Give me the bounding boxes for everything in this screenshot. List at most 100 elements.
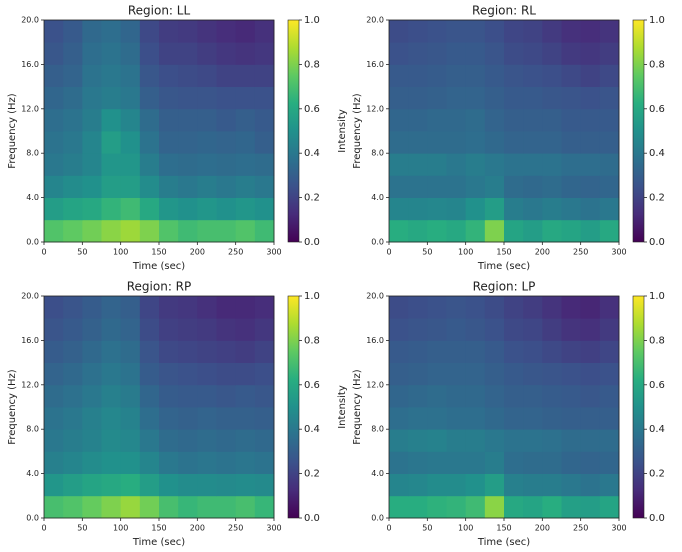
- x-tick-label: 200: [190, 524, 205, 533]
- heatmap-cell: [159, 197, 179, 221]
- x-tick-label: 150: [496, 248, 511, 257]
- heatmap-cell: [139, 175, 160, 198]
- heatmap-cell: [408, 318, 428, 341]
- heatmap-cell: [542, 451, 562, 474]
- colorbar-tick-label: 0.6: [304, 104, 320, 115]
- heatmap-cell: [408, 429, 428, 452]
- y-axis-label: Frequency (Hz): [352, 369, 363, 445]
- heatmap-cell: [542, 108, 562, 132]
- heatmap-cell: [427, 296, 447, 319]
- x-tick-label: 150: [151, 524, 166, 533]
- y-tick-label: 0.0: [26, 514, 39, 523]
- heatmap-cell: [427, 20, 447, 43]
- x-tick-label: 150: [151, 248, 166, 257]
- heatmap-cell: [216, 153, 237, 176]
- heatmap-cell: [427, 473, 447, 497]
- heatmap-cell: [542, 384, 562, 408]
- heatmap-cell: [235, 495, 256, 519]
- colorbar-tick-label: 0.2: [649, 193, 665, 204]
- heatmap-cell: [580, 340, 601, 363]
- heatmap-cell: [44, 340, 64, 363]
- heatmap-cell: [254, 108, 275, 132]
- heatmap-cell: [484, 86, 505, 110]
- heatmap-cell: [178, 495, 198, 519]
- heatmap-cell: [101, 153, 122, 176]
- x-tick-label: 200: [535, 248, 550, 257]
- x-axis-label: Time (sec): [477, 537, 530, 548]
- heatmap-cell: [523, 296, 543, 319]
- heatmap-cell: [599, 153, 620, 176]
- heatmap-cell: [139, 451, 160, 474]
- heatmap-cell: [389, 296, 409, 319]
- y-tick-label: 8.0: [26, 425, 39, 434]
- heatmap-cell: [235, 86, 256, 110]
- chart-title: Region: LL: [128, 4, 191, 18]
- heatmap-cell: [446, 219, 467, 243]
- heatmap-cell: [44, 175, 64, 198]
- y-tick-label: 0.0: [371, 238, 384, 247]
- heatmap-cell: [484, 296, 505, 319]
- heatmap-cell: [139, 318, 160, 341]
- heatmap-cell: [82, 175, 102, 198]
- heatmap-cell: [504, 86, 524, 110]
- colorbar: [287, 19, 300, 243]
- heatmap-cell: [235, 64, 256, 87]
- heatmap-cell: [197, 407, 217, 430]
- heatmap-cell: [389, 108, 409, 132]
- heatmap-cell: [197, 296, 217, 319]
- heatmap-cell: [82, 362, 102, 386]
- heatmap-cell: [561, 296, 582, 319]
- heatmap-cell: [389, 42, 409, 65]
- heatmap-cell: [408, 64, 428, 87]
- heatmap-cell: [139, 340, 160, 363]
- heatmap-cell: [427, 108, 447, 132]
- heatmap-cell: [235, 175, 256, 198]
- heatmap-cell: [580, 86, 601, 110]
- heatmap-cell: [216, 86, 237, 110]
- heatmap-cell: [178, 473, 198, 497]
- heatmap-cell: [216, 451, 237, 474]
- heatmap-cell: [484, 318, 505, 341]
- heatmap-cell: [542, 340, 562, 363]
- heatmap-cell: [580, 407, 601, 430]
- heatmap-cell: [408, 407, 428, 430]
- heatmap-cell: [484, 340, 505, 363]
- heatmap-cell: [523, 42, 543, 65]
- heatmap-cell: [446, 362, 467, 386]
- heatmap-cell: [561, 42, 582, 65]
- colorbar-tick-label: 0.4: [649, 148, 665, 159]
- heatmap-cell: [580, 495, 601, 519]
- heatmap-cell: [159, 219, 179, 243]
- heatmap-cell: [101, 362, 122, 386]
- heatmap-cell: [235, 108, 256, 132]
- heatmap-cell: [523, 20, 543, 43]
- chart-title: Region: LP: [473, 280, 536, 294]
- heatmap-cell: [484, 473, 505, 497]
- heatmap-cell: [446, 407, 467, 430]
- heatmap-cell: [197, 108, 217, 132]
- heatmap-cell: [465, 362, 486, 386]
- heatmap-cell: [580, 131, 601, 154]
- heatmap-cell: [504, 362, 524, 386]
- heatmap-cell: [561, 495, 582, 519]
- heatmap-cell: [465, 131, 486, 154]
- heatmap-cell: [427, 131, 447, 154]
- heatmap-cell: [139, 429, 160, 452]
- heatmap-cell: [542, 175, 562, 198]
- heatmap-cell: [389, 384, 409, 408]
- heatmap-cell: [254, 131, 275, 154]
- heatmap-cell: [427, 340, 447, 363]
- heatmap-cell: [523, 340, 543, 363]
- heatmap-cell: [101, 131, 122, 154]
- heatmap-cell: [159, 108, 179, 132]
- heatmap-cell: [446, 86, 467, 110]
- heatmap-cell: [254, 175, 275, 198]
- heatmap-cell: [44, 197, 64, 221]
- chart-title: Region: RP: [127, 280, 192, 294]
- heatmap-cell: [216, 175, 237, 198]
- heatmap-cell: [542, 64, 562, 87]
- heatmap-cell: [120, 153, 141, 176]
- heatmap-cell: [580, 219, 601, 243]
- heatmap-cell: [101, 42, 122, 65]
